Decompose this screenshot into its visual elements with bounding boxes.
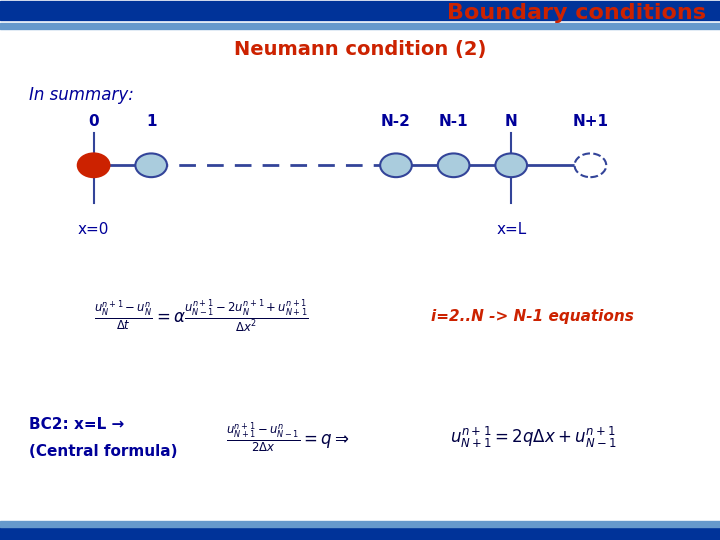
Circle shape — [135, 153, 167, 177]
Bar — [0, 526, 720, 540]
Text: x=L: x=L — [496, 222, 526, 238]
Circle shape — [78, 153, 109, 177]
Text: Neumann condition (2): Neumann condition (2) — [234, 40, 486, 59]
Text: 1: 1 — [146, 113, 156, 129]
Circle shape — [380, 153, 412, 177]
Text: N+1: N+1 — [572, 113, 608, 129]
Text: $\frac{u_{N+1}^{n+1} - u_{N-1}^{n}}{2\Delta x} = q \Rightarrow$: $\frac{u_{N+1}^{n+1} - u_{N-1}^{n}}{2\De… — [226, 421, 350, 455]
Text: In summary:: In summary: — [29, 86, 134, 104]
Text: $\frac{u_N^{n+1} - u_N^{n}}{\Delta t} = \alpha \frac{u_{N-1}^{n+1} - 2u_N^{n+1} : $\frac{u_N^{n+1} - u_N^{n}}{\Delta t} = … — [94, 298, 309, 334]
Text: $u_{N+1}^{n+1} = 2q\Delta x + u_{N-1}^{n+1}$: $u_{N+1}^{n+1} = 2q\Delta x + u_{N-1}^{n… — [449, 425, 616, 450]
Bar — [0, 1, 720, 20]
Circle shape — [438, 153, 469, 177]
Text: N-1: N-1 — [438, 113, 469, 129]
Circle shape — [495, 153, 527, 177]
Text: (Central formula): (Central formula) — [29, 443, 177, 458]
Circle shape — [575, 153, 606, 177]
Text: Boundary conditions: Boundary conditions — [446, 3, 706, 23]
Text: 0: 0 — [89, 113, 99, 129]
Text: BC2: x=L →: BC2: x=L → — [29, 416, 124, 431]
Bar — [0, 521, 720, 526]
Text: x=0: x=0 — [78, 222, 109, 238]
Text: N-2: N-2 — [381, 113, 411, 129]
Text: i=2..N -> N-1 equations: i=2..N -> N-1 equations — [431, 309, 634, 324]
Text: N: N — [505, 113, 518, 129]
Bar — [0, 24, 720, 29]
